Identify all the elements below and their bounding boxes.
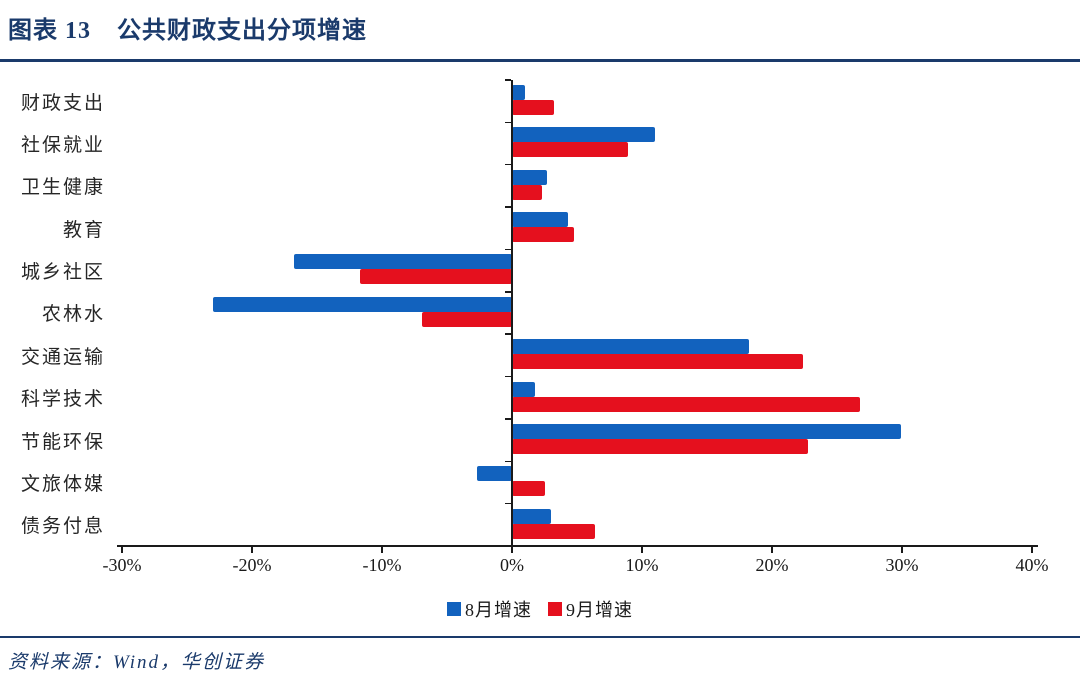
x-axis-tick <box>121 546 123 553</box>
bar-8月增速 <box>476 466 512 482</box>
bar-9月增速 <box>512 142 628 158</box>
category-tick <box>505 291 512 293</box>
x-axis-tick <box>511 546 513 553</box>
x-axis-line <box>117 545 1038 547</box>
category-axis-labels: 财政支出社保就业卫生健康教育城乡社区农林水交通运输科学技术节能环保文旅体媒债务付… <box>0 80 105 546</box>
bar-9月增速 <box>512 100 554 115</box>
x-axis-tick-label: -10% <box>362 555 402 575</box>
legend-swatch-8月增速 <box>447 602 461 616</box>
category-label: 卫生健康 <box>20 177 105 199</box>
category-label: 文旅体媒 <box>20 473 105 495</box>
category-label: 节能环保 <box>20 431 105 453</box>
bar-9月增速 <box>512 184 542 200</box>
footer-divider-line <box>0 636 1080 638</box>
x-axis-tick <box>641 546 643 553</box>
bar-8月增速 <box>512 508 551 524</box>
figure-title: 图表 13 公共财政支出分项增速 <box>8 10 367 45</box>
x-axis-tick-label: 20% <box>755 555 789 575</box>
legend-item: 9月增速 <box>548 596 633 622</box>
x-axis-tick <box>901 546 903 553</box>
category-label: 债务付息 <box>20 516 105 538</box>
x-axis-tick-label: 10% <box>625 555 659 575</box>
x-axis-tick <box>251 546 253 553</box>
x-axis-tick-label: 40% <box>1015 555 1049 575</box>
category-label: 农林水 <box>41 304 105 326</box>
category-tick <box>505 164 512 166</box>
bar-9月增速 <box>359 269 512 285</box>
bar-9月增速 <box>512 396 861 412</box>
bar-9月增速 <box>512 227 575 243</box>
category-label: 财政支出 <box>20 92 105 114</box>
category-label: 交通运输 <box>20 346 105 368</box>
category-tick <box>505 333 512 335</box>
x-axis-tick-label: -30% <box>102 555 142 575</box>
category-tick <box>505 206 512 208</box>
category-label: 社保就业 <box>20 135 105 157</box>
category-tick <box>505 418 512 420</box>
x-axis-tick-label: 0% <box>500 555 524 575</box>
category-label: 科学技术 <box>20 389 105 411</box>
zero-baseline <box>511 80 513 546</box>
bar-9月增速 <box>512 481 545 497</box>
category-label: 城乡社区 <box>20 262 105 284</box>
x-axis-tick <box>1031 546 1033 553</box>
bar-8月增速 <box>512 212 568 228</box>
bar-9月增速 <box>422 311 512 327</box>
figure-number-label: 图表 13 <box>8 18 91 44</box>
x-axis-tick <box>771 546 773 553</box>
legend-label: 9月增速 <box>566 600 633 620</box>
x-axis-tick-label: 30% <box>885 555 919 575</box>
bar-8月增速 <box>512 85 525 100</box>
plot-area <box>122 79 1032 547</box>
legend-item: 8月增速 <box>447 596 532 622</box>
source-note: 资料来源：Wind，华创证券 <box>8 652 266 673</box>
category-tick <box>505 460 512 462</box>
bar-8月增速 <box>512 127 655 143</box>
bar-9月增速 <box>512 523 596 539</box>
category-tick <box>505 79 512 81</box>
bar-8月增速 <box>213 296 512 312</box>
legend-swatch-9月增速 <box>548 602 562 616</box>
x-axis-tick-label: -20% <box>232 555 272 575</box>
bar-8月增速 <box>512 423 901 439</box>
category-tick <box>505 502 512 505</box>
x-axis-tick <box>381 546 383 553</box>
bar-8月增速 <box>512 381 536 397</box>
category-label: 教育 <box>62 219 105 241</box>
x-axis-ticks: -30% -20% -10% 0% 10% 20% 30% 40% <box>103 546 1049 586</box>
legend-label: 8月增速 <box>465 600 532 620</box>
category-tick <box>505 121 512 124</box>
chart-legend: 8月增速 9月增速 <box>0 597 1080 621</box>
bar-8月增速 <box>512 339 749 355</box>
figure-title-text: 公共财政支出分项增速 <box>117 18 367 44</box>
bar-8月增速 <box>512 169 548 185</box>
category-tick <box>505 248 512 251</box>
category-tick <box>505 375 512 378</box>
bar-9月增速 <box>512 354 804 370</box>
bar-9月增速 <box>512 438 809 454</box>
title-divider-line <box>0 59 1080 62</box>
bar-8月增速 <box>293 254 512 270</box>
